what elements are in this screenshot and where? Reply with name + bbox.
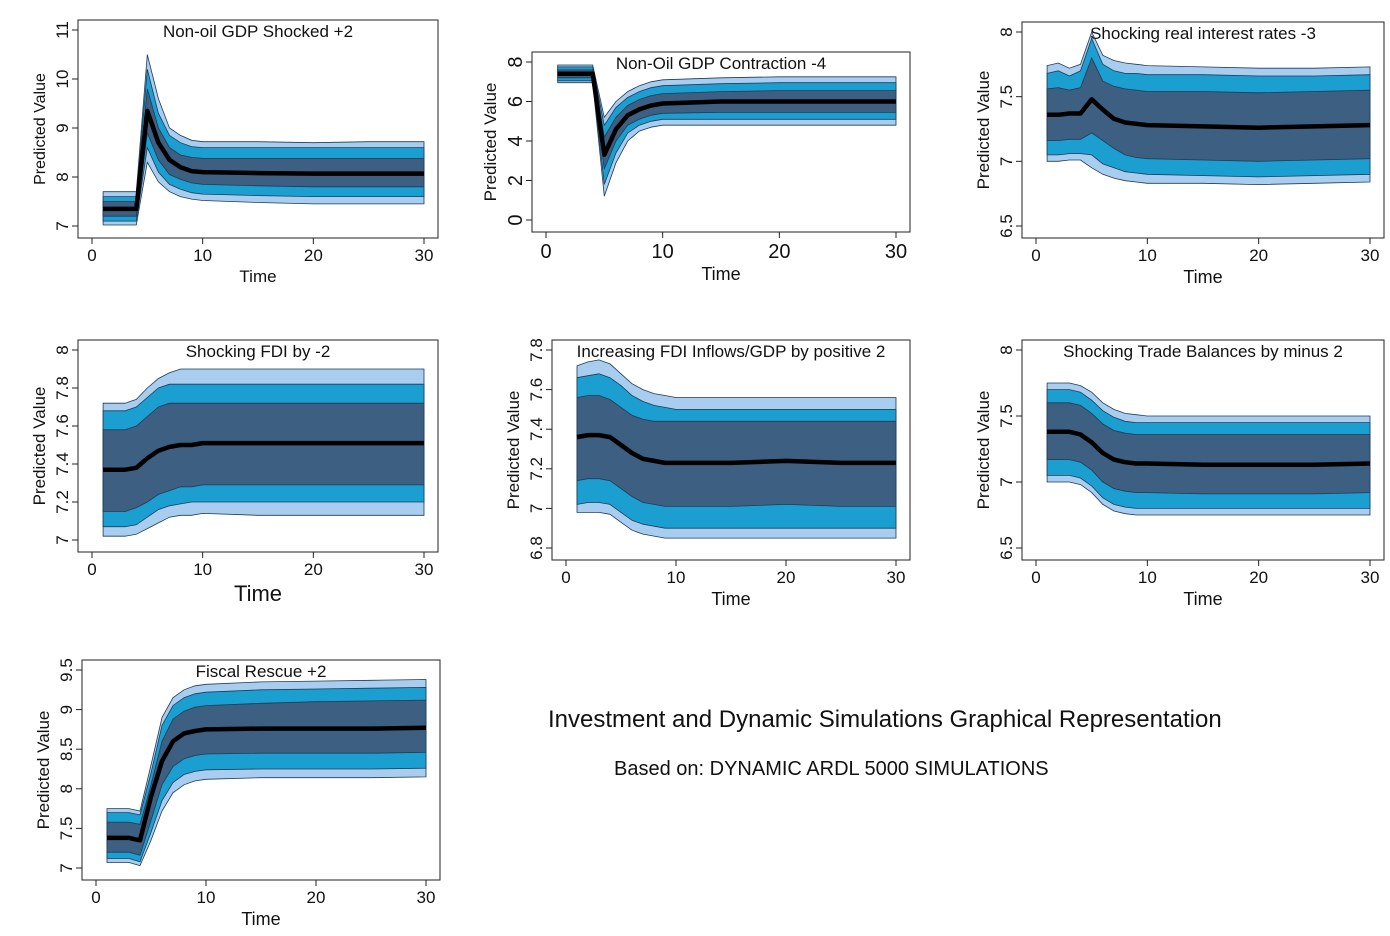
x-tick-label: 0 — [87, 246, 96, 265]
x-tick-label: 0 — [87, 560, 96, 579]
y-tick-label: 7 — [53, 535, 72, 544]
chart-panel-7: 0 10 20 30 7 7.5 8 8.5 9 9.5 Fiscal Rescue +2 Time P… — [34, 658, 440, 929]
y-tick-label: 8 — [997, 345, 1016, 354]
x-tick-label: 30 — [885, 241, 907, 263]
y-tick-label: 0 — [505, 214, 527, 225]
y-tick-label: 6.5 — [997, 214, 1016, 238]
y-tick-label: 7 — [997, 477, 1016, 486]
y-tick-label: 9.5 — [57, 658, 76, 682]
y-axis-label: Predicted Value — [504, 391, 523, 510]
panel-title: Shocking FDI by -2 — [186, 342, 331, 361]
x-tick-label: 20 — [768, 241, 790, 263]
x-tick-label: 10 — [193, 246, 212, 265]
x-tick-label: 20 — [777, 568, 796, 587]
x-axis-label: Time — [234, 581, 282, 606]
y-tick-label: 7.8 — [527, 338, 546, 362]
y-tick-label: 6 — [505, 96, 527, 107]
x-tick-label: 10 — [1138, 568, 1157, 587]
y-tick-label: 7.4 — [53, 452, 72, 476]
y-tick-label: 7 — [57, 863, 76, 872]
y-tick-label: 6.8 — [527, 536, 546, 560]
y-tick-label: 8 — [57, 784, 76, 793]
x-tick-label: 30 — [415, 246, 434, 265]
y-axis-label: Predicted Value — [974, 391, 993, 510]
x-tick-label: 10 — [197, 888, 216, 907]
y-tick-label: 10 — [53, 70, 72, 89]
y-axis-label: Predicted Value — [32, 73, 49, 185]
x-axis-label: Time — [241, 909, 280, 929]
panel-title: Non-Oil GDP Contraction -4 — [616, 54, 826, 73]
panel-title: Shocking Trade Balances by minus 2 — [1063, 342, 1343, 361]
panel-title: Non-oil GDP Shocked +2 — [163, 22, 353, 41]
x-tick-label: 30 — [415, 560, 434, 579]
x-tick-label: 0 — [1031, 568, 1040, 587]
y-tick-label: 7.5 — [997, 404, 1016, 428]
y-tick-label: 8 — [53, 172, 72, 181]
y-tick-label: 8.5 — [57, 737, 76, 761]
figure-main-title: Investment and Dynamic Simulations Graph… — [548, 706, 1222, 734]
y-tick-label: 8 — [997, 27, 1016, 36]
x-tick-label: 20 — [1249, 568, 1268, 587]
chart-panel-5: 0 10 20 30 6.8 7 7.2 7.4 7.6 7.8 Increasing FDI In… — [504, 338, 910, 609]
chart-panel-6: 0 10 20 30 6.5 7 7.5 8 Shocking Trade Balances b… — [974, 340, 1384, 609]
x-axis-label: Time — [701, 264, 740, 284]
y-tick-label: 7.8 — [53, 376, 72, 400]
y-tick-label: 7.4 — [527, 417, 546, 441]
x-tick-label: 20 — [1249, 246, 1268, 265]
y-tick-label: 2 — [505, 175, 527, 186]
x-axis-label: Time — [711, 589, 750, 609]
chart-panel-3: 0 10 20 30 6.5 7 7.5 8 Shocking real interest ra… — [974, 22, 1384, 287]
y-tick-label: 7.2 — [53, 490, 72, 514]
x-axis-label: Time — [239, 267, 276, 286]
x-axis-label: Time — [1183, 589, 1222, 609]
y-tick-label: 7.6 — [527, 378, 546, 402]
y-axis-label: Predicted Value — [481, 83, 500, 202]
y-tick-label: 8 — [53, 345, 72, 354]
chart-panel-4: 0 10 20 30 7 7.2 7.4 7.6 7.8 8 Shocking FDI by -2 T… — [30, 340, 438, 606]
y-tick-label: 6.5 — [997, 536, 1016, 560]
x-tick-label: 20 — [304, 246, 323, 265]
x-axis-label: Time — [1183, 267, 1222, 287]
figure-subtitle: Based on: DYNAMIC ARDL 5000 SIMULATIONS — [614, 758, 1049, 781]
y-tick-label: 7 — [997, 157, 1016, 166]
y-axis-label: Predicted Value — [974, 71, 993, 190]
chart-panel-2: 0 10 20 30 0 2 4 6 8 Non-Oil GDP Contraction -4 Ti… — [481, 52, 910, 284]
y-tick-label: 11 — [53, 21, 72, 39]
x-tick-label: 30 — [1361, 246, 1380, 265]
x-tick-label: 20 — [304, 560, 323, 579]
x-tick-label: 0 — [1031, 246, 1040, 265]
x-tick-label: 30 — [887, 568, 906, 587]
y-tick-label: 7.5 — [57, 817, 76, 841]
y-axis-label: Predicted Value — [30, 387, 49, 506]
x-tick-label: 10 — [667, 568, 686, 587]
x-tick-label: 10 — [652, 241, 674, 263]
x-tick-label: 10 — [1138, 246, 1157, 265]
y-tick-label: 7.5 — [997, 85, 1016, 109]
y-tick-label: 7 — [53, 221, 72, 230]
x-tick-label: 30 — [1361, 568, 1380, 587]
x-tick-label: 10 — [193, 560, 212, 579]
y-tick-label: 7.2 — [527, 457, 546, 481]
y-axis-label: Predicted Value — [34, 711, 53, 830]
x-tick-label: 20 — [307, 888, 326, 907]
x-tick-label: 0 — [561, 568, 570, 587]
x-tick-label: 0 — [91, 888, 100, 907]
y-tick-label: 8 — [505, 56, 527, 67]
y-tick-label: 9 — [57, 705, 76, 714]
y-tick-label: 7.6 — [53, 414, 72, 438]
y-tick-label: 7 — [527, 504, 546, 513]
y-tick-label: 9 — [53, 123, 72, 132]
panel-title: Shocking real interest rates -3 — [1090, 24, 1316, 43]
x-tick-label: 30 — [417, 888, 436, 907]
y-tick-label: 4 — [505, 135, 527, 146]
chart-panel-1: 0 10 20 30 7 8 9 10 11 Non-oil GDP Shocked +2 Time… — [32, 20, 438, 286]
panel-title: Fiscal Rescue +2 — [196, 662, 327, 681]
x-tick-label: 0 — [540, 241, 551, 263]
panel-title: Increasing FDI Inflows/GDP by positive 2 — [577, 342, 886, 361]
